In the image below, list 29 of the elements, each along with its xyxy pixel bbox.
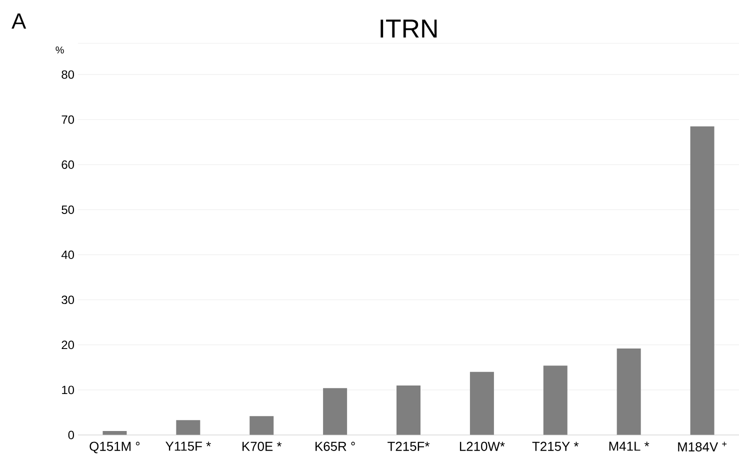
y-tick-label: 0 — [68, 430, 74, 440]
x-tick-label: T215F* — [388, 442, 430, 451]
y-tick-label: 30 — [62, 296, 74, 304]
x-tick-label: Y115F * — [166, 442, 211, 451]
x-tick-label: T215Y * — [532, 442, 579, 451]
bar — [396, 385, 421, 435]
y-tick-label: 10 — [62, 386, 74, 394]
x-tick-label: K70E * — [242, 442, 282, 451]
x-tick-label: Q151M ° — [90, 442, 140, 454]
bar — [250, 416, 274, 435]
bar — [616, 348, 641, 435]
y-tick-label: 40 — [61, 250, 74, 259]
y-tick-label: 50 — [62, 205, 74, 214]
bar — [543, 366, 568, 435]
y-tick-label: 60 — [62, 160, 74, 169]
y-axis-title: % — [56, 46, 64, 54]
x-tick-label: L210W* — [460, 442, 505, 451]
bar — [470, 372, 494, 435]
bar — [176, 420, 200, 435]
y-tick-label: 20 — [62, 340, 74, 350]
x-tick-label: M184V $^{+}$ — [678, 442, 727, 452]
chart-title: ITRN — [380, 20, 437, 38]
y-tick-label: 80 — [62, 70, 74, 79]
x-tick-label: M41L * — [609, 442, 650, 451]
y-tick-label: 70 — [62, 115, 74, 124]
text: A — [12, 14, 26, 29]
bar — [323, 388, 348, 435]
x-tick-label: K65R ° — [316, 442, 355, 451]
bar — [690, 126, 714, 435]
